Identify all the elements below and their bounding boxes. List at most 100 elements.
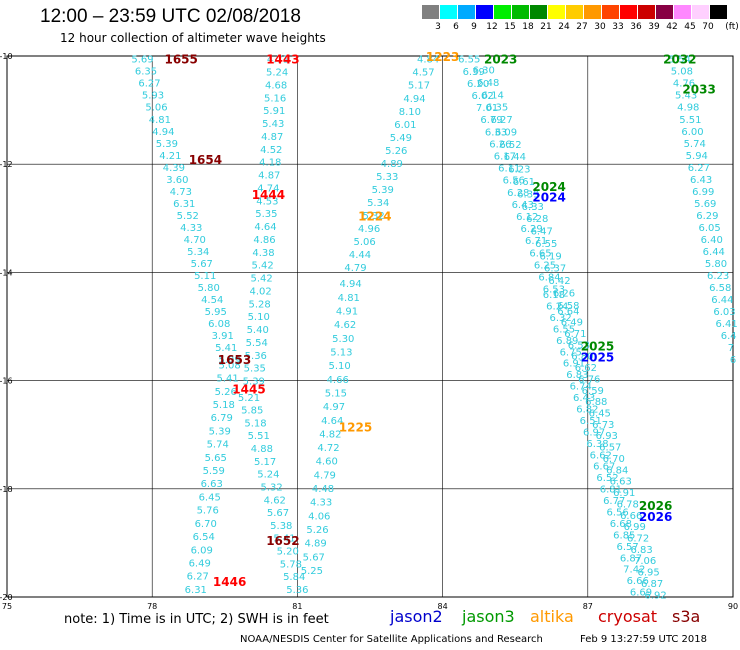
pass-time-label: 1444 bbox=[252, 188, 285, 202]
swh-value: 5.10 bbox=[328, 361, 350, 372]
swh-value: 7.01 bbox=[476, 103, 498, 114]
swh-value: 6.57 bbox=[599, 443, 621, 454]
pass-time-label: 2024 bbox=[532, 180, 565, 194]
swh-value: 6.75 bbox=[560, 347, 582, 358]
swh-value: 4.79 bbox=[314, 470, 336, 481]
swh-value: 4.70 bbox=[184, 235, 206, 246]
pass-time-label: 1225 bbox=[339, 421, 372, 435]
swh-value: 6.67 bbox=[593, 462, 615, 473]
swh-value: 5.54 bbox=[246, 338, 268, 349]
legend-swatch bbox=[620, 5, 637, 19]
legend-label: 70 bbox=[702, 22, 714, 32]
swh-value: 6.89 bbox=[556, 336, 578, 347]
lat-tick-label: -12 bbox=[0, 160, 13, 169]
swh-value: 6.55 bbox=[553, 324, 575, 335]
swh-value: 4.73 bbox=[170, 187, 192, 198]
swh-value: 6.43 bbox=[690, 175, 712, 186]
swh-value: 4.33 bbox=[310, 498, 332, 509]
swh-value: 4.64 bbox=[254, 222, 276, 233]
swh-value: 6.83 bbox=[630, 545, 652, 556]
pass-time-label: 1223 bbox=[426, 50, 459, 64]
legend-label: 33 bbox=[612, 22, 624, 32]
swh-value: 6.88 bbox=[585, 397, 607, 408]
swh-value: 6.09 bbox=[495, 128, 517, 139]
swh-value: 6.45 bbox=[199, 492, 221, 503]
swh-value: 6.80 bbox=[571, 352, 593, 363]
pass-time-label: 2023 bbox=[484, 53, 517, 67]
swh-value: 6.95 bbox=[637, 568, 659, 579]
swh-value: 6.59 bbox=[582, 386, 604, 397]
swh-value: 5.26 bbox=[385, 146, 407, 157]
swh-value: 6.08 bbox=[208, 319, 230, 330]
swh-value: 5.42 bbox=[250, 274, 272, 285]
swh-value: 5.80 bbox=[198, 283, 220, 294]
swh-value: 6.4 bbox=[721, 331, 737, 342]
swh-value: 6.76 bbox=[578, 374, 600, 385]
swh-value: 6.38 bbox=[586, 439, 608, 450]
swh-value: 4.74 bbox=[257, 184, 279, 195]
legend-swatch bbox=[584, 5, 601, 19]
swh-value: 5.67 bbox=[303, 552, 325, 563]
swh-value: 6.39 bbox=[463, 67, 485, 78]
swh-value: 5.49 bbox=[390, 133, 412, 144]
swh-value: 6.58 bbox=[709, 283, 731, 294]
swh-value: 6.35 bbox=[135, 67, 157, 78]
satellite-name: altika bbox=[530, 607, 574, 626]
swh-value: 6.77 bbox=[603, 496, 625, 507]
swh-value: 6.44 bbox=[711, 295, 733, 306]
swh-value: 4.02 bbox=[249, 287, 271, 298]
swh-value: 6.70 bbox=[603, 454, 625, 465]
swh-value: 5.65 bbox=[205, 453, 227, 464]
generation-timestamp: Feb 9 13:27:59 UTC 2018 bbox=[580, 634, 707, 645]
swh-value: 5.95 bbox=[205, 307, 227, 318]
swh-value: 5.08 bbox=[218, 360, 240, 371]
swh-value: 6.49 bbox=[561, 318, 583, 329]
swh-value: 6.81 bbox=[600, 485, 622, 496]
swh-value: 6.87 bbox=[620, 553, 642, 564]
swh-value: 6.72 bbox=[627, 534, 649, 545]
swh-value: 6.30 bbox=[473, 66, 495, 77]
swh-value: 6.91 bbox=[563, 359, 585, 370]
swh-value: 5.54 bbox=[669, 55, 691, 66]
pass-time-label: 1653 bbox=[218, 353, 251, 367]
swh-value: 4.81 bbox=[338, 293, 360, 304]
swh-value: 3.60 bbox=[166, 175, 188, 186]
swh-value: 4.88 bbox=[251, 444, 273, 455]
satellite-name: jason3 bbox=[462, 607, 515, 626]
swh-value: 5.24 bbox=[257, 470, 279, 481]
swh-value: 6.23 bbox=[707, 271, 729, 282]
swh-value: 6.71 bbox=[525, 236, 547, 247]
swh-value: 4.18 bbox=[259, 158, 281, 169]
swh-value: 5.51 bbox=[679, 115, 701, 126]
swh-value: 5.08 bbox=[671, 67, 693, 78]
swh-value: 5.18 bbox=[213, 400, 235, 411]
swh-value: 6.33 bbox=[522, 202, 544, 213]
swh-value: 6.29 bbox=[520, 224, 542, 235]
swh-value: 6.02 bbox=[471, 91, 493, 102]
swh-value: 6.84 bbox=[538, 273, 560, 284]
swh-value: 5.32 bbox=[362, 211, 384, 222]
swh-value: 4.62 bbox=[334, 320, 356, 331]
swh-value: 5.43 bbox=[262, 119, 284, 130]
legend-label: 9 bbox=[471, 22, 477, 32]
swh-value: 6.31 bbox=[173, 199, 195, 210]
swh-value: 4.54 bbox=[201, 295, 223, 306]
pass-time-label: 1224 bbox=[358, 210, 391, 224]
legend-swatch bbox=[674, 5, 691, 19]
swh-value: 4.87 bbox=[258, 171, 280, 182]
swh-value: 6.00 bbox=[681, 127, 703, 138]
swh-value: 6.44 bbox=[504, 152, 526, 163]
color-legend: 3 6 9 12 15 18 21 24 27 30 33 36 39 42 45 70 (ft) bbox=[422, 5, 739, 33]
legend-label: 27 bbox=[576, 22, 588, 32]
swh-value: 4.71 bbox=[267, 55, 289, 66]
legend-swatch bbox=[548, 5, 565, 19]
legend-swatch bbox=[656, 5, 673, 19]
swh-value: 6.66 bbox=[620, 511, 642, 522]
pass-time-label: 2025 bbox=[581, 350, 614, 364]
swh-value: 4.96 bbox=[358, 224, 380, 235]
pass-time-label: 2032 bbox=[663, 53, 696, 67]
swh-value: 6.85 bbox=[613, 530, 635, 541]
swh-value: 3.91 bbox=[212, 331, 234, 342]
swh-value: 4.97 bbox=[323, 402, 345, 413]
swh-value: 5.26 bbox=[306, 525, 328, 536]
